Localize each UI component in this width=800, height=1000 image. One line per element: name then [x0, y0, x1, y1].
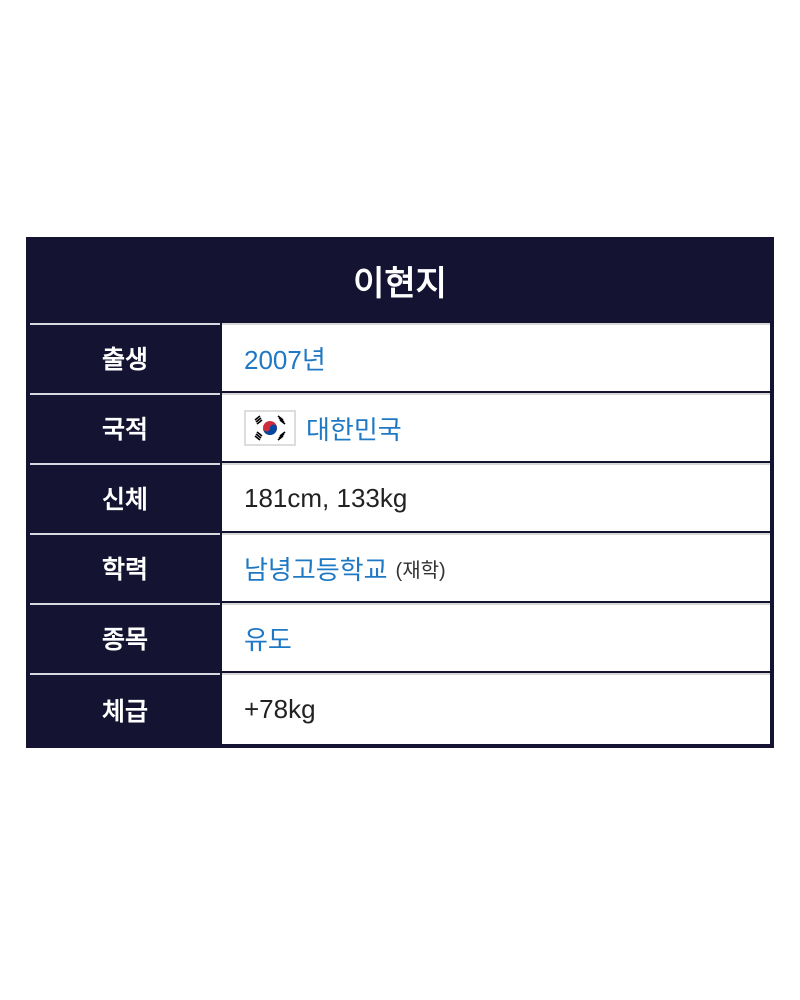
- row-value: 2007년: [222, 323, 770, 391]
- south-korea-flag-icon[interactable]: [244, 410, 296, 446]
- row-sport: 종목 유도: [30, 603, 770, 671]
- nationality-link[interactable]: 대한민국: [306, 414, 402, 445]
- row-body: 신체 181cm, 133kg: [30, 463, 770, 531]
- row-nationality: 국적 대한민국: [30, 393, 770, 461]
- row-weight-class: 체급 +78kg: [30, 673, 770, 744]
- row-label: 신체: [30, 463, 220, 531]
- row-value: 남녕고등학교 (재학): [222, 533, 770, 601]
- birth-year-link[interactable]: 2007년: [244, 344, 326, 375]
- row-label: 출생: [30, 323, 220, 391]
- infobox: 이현지 출생 2007년 국적 대한민국: [26, 237, 774, 748]
- row-label: 체급: [30, 673, 220, 744]
- row-value: 대한민국: [222, 393, 770, 461]
- row-value: +78kg: [222, 673, 770, 744]
- row-education: 학력 남녕고등학교 (재학): [30, 533, 770, 601]
- row-label: 국적: [30, 393, 220, 461]
- sport-link[interactable]: 유도: [244, 624, 292, 655]
- infobox-title: 이현지: [353, 264, 447, 303]
- row-value: 유도: [222, 603, 770, 671]
- row-label: 종목: [30, 603, 220, 671]
- row-birth: 출생 2007년: [30, 323, 770, 391]
- enrollment-note: (재학): [395, 559, 446, 582]
- row-value: 181cm, 133kg: [222, 463, 770, 531]
- school-link[interactable]: 남녕고등학교: [244, 554, 388, 585]
- row-label: 학력: [30, 533, 220, 601]
